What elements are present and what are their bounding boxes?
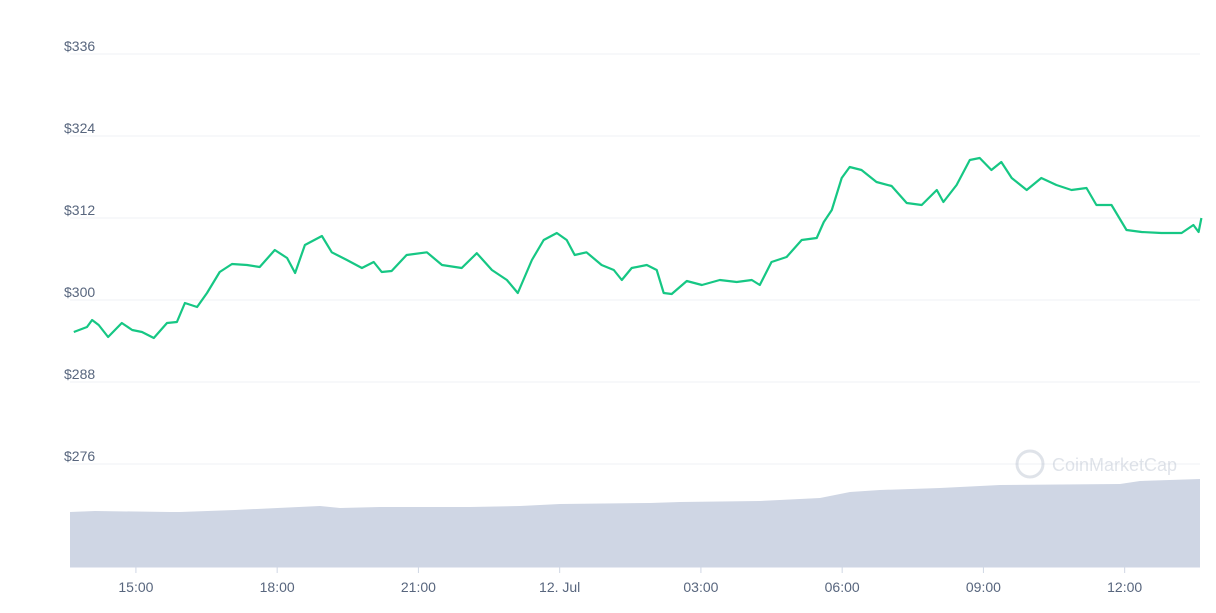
x-tick-label: 12. Jul	[539, 579, 580, 595]
y-tick-label: $312	[64, 202, 95, 218]
volume-area	[70, 479, 1200, 567]
y-tick-label: $336	[64, 38, 95, 54]
price-line	[73, 156, 1203, 340]
watermark: CoinMarketCap	[1015, 449, 1177, 479]
x-tick-label: 18:00	[260, 579, 295, 595]
x-tick-label: 03:00	[683, 579, 718, 595]
y-tick-label: $324	[64, 120, 95, 136]
watermark-text: CoinMarketCap	[1052, 455, 1177, 475]
x-tick-label: 15:00	[118, 579, 153, 595]
watermark-logo	[1015, 449, 1045, 479]
y-tick-label: $288	[64, 366, 95, 382]
x-tick-label: 09:00	[966, 579, 1001, 595]
x-tick-label: 06:00	[825, 579, 860, 595]
x-tick-label: 21:00	[401, 579, 436, 595]
y-tick-label: $300	[64, 284, 95, 300]
y-tick-label: $276	[64, 448, 95, 464]
x-tick-label: 12:00	[1107, 579, 1142, 595]
